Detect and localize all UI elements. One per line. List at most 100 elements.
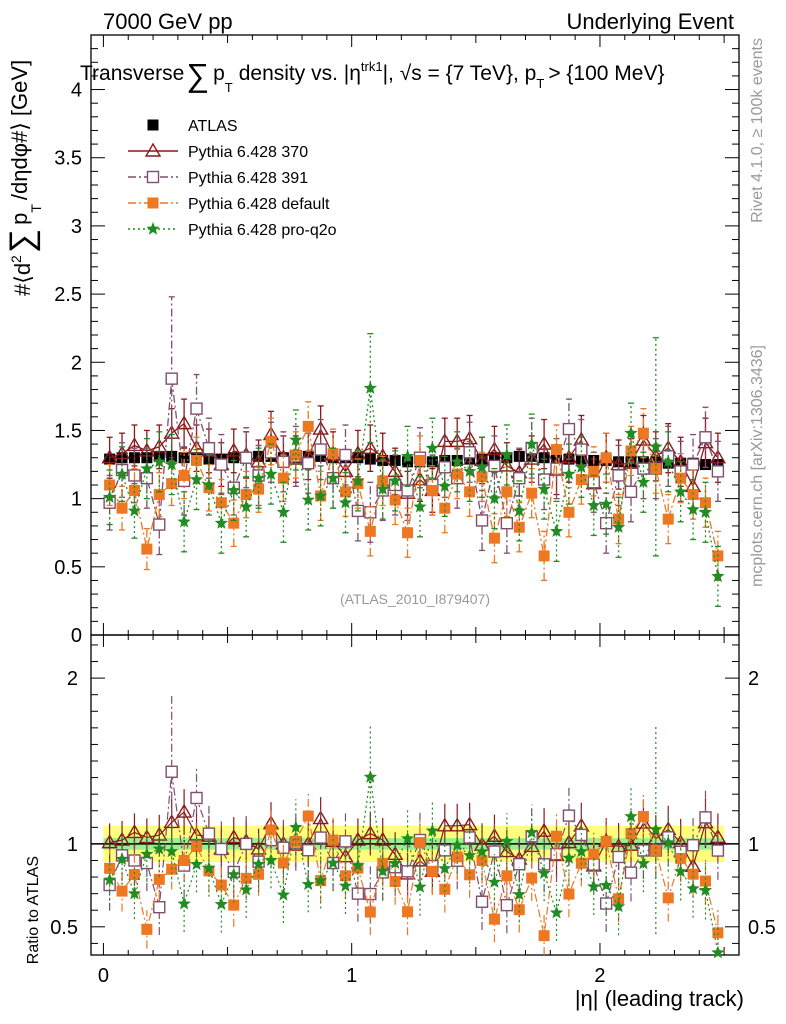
header-left: 7000 GeV pp (103, 9, 233, 34)
data-point (513, 471, 526, 485)
ratio-point (500, 834, 514, 847)
data-point (588, 465, 600, 477)
data-point (377, 475, 389, 487)
data-point (376, 482, 390, 495)
header-right: Underlying Event (566, 9, 734, 34)
ratio-point (227, 867, 241, 881)
data-point (711, 465, 725, 478)
data-point (526, 487, 538, 499)
ratio-point (526, 872, 538, 884)
ratio-point (301, 877, 315, 891)
ratio-point (624, 866, 638, 879)
data-point (513, 521, 525, 533)
ratio-point (153, 900, 166, 914)
data-point (362, 439, 379, 454)
series-pythia-6-428-pro-q2o (103, 332, 725, 608)
data-point (498, 457, 516, 472)
data-point (438, 479, 452, 492)
ratio-point (587, 879, 601, 893)
ratio-point (128, 869, 140, 881)
data-point (239, 451, 253, 464)
data-point (662, 513, 674, 525)
ratio-point (426, 865, 438, 877)
ratio-point (165, 765, 178, 778)
x-tick-label: 0 (98, 965, 109, 987)
ratio-point (662, 892, 674, 904)
data-point (562, 467, 576, 480)
ratio-point (699, 875, 711, 887)
ratio-point (525, 825, 539, 839)
data-point (625, 445, 637, 457)
ratio-point (650, 844, 662, 856)
data-point (637, 462, 650, 475)
ratio-point (476, 855, 488, 867)
ylabel-sum: ∑ (3, 229, 41, 253)
data-point (699, 431, 712, 444)
ratio-point (215, 842, 228, 856)
data-point (512, 503, 526, 517)
ratio-point (153, 873, 165, 885)
ratio-point (276, 887, 291, 901)
data-point (327, 448, 339, 460)
ratio-point (290, 835, 302, 847)
ratio-point (674, 864, 688, 878)
ratio-point (351, 858, 365, 872)
ratio-point (339, 835, 352, 848)
ratio-point (562, 809, 576, 822)
data-point (302, 420, 314, 432)
data-point (674, 484, 688, 498)
data-point (612, 469, 625, 482)
ratio-point (302, 810, 314, 822)
ratio-point (563, 888, 575, 900)
side-label-rivet: Rivet 4.1.0, ≥ 100k events (749, 38, 766, 223)
ratio-point (253, 868, 265, 880)
ratio-point (338, 879, 353, 892)
ratio-point (698, 883, 713, 896)
data-point (388, 473, 402, 487)
y-tick-label: 0.5 (54, 557, 82, 579)
legend-label: Pythia 6.428 370 (188, 144, 308, 161)
data-point (225, 442, 242, 457)
data-point (699, 497, 711, 509)
ratio-point (588, 848, 600, 860)
ratio-point (127, 886, 142, 900)
series-pythia-6-428-pro-q2o-ratio (103, 725, 725, 959)
ratio-point (202, 827, 216, 840)
ratio-point (450, 838, 464, 851)
ratio-point (302, 844, 315, 857)
data-point (289, 433, 303, 446)
data-point (486, 441, 503, 456)
data-point (402, 456, 414, 468)
legend-marker (144, 142, 162, 157)
ratio-point (152, 842, 166, 855)
y-axis-label: #⟨d2 ∑ pT/dηdφ#⟩ [GeV] (3, 60, 44, 296)
axis-ticks: 0 1 2 0 0.5 1 1.5 2 2.5 3 3.5 4 0.5 0.5 1 1 2 2 (50, 35, 776, 987)
legend-marker (147, 197, 159, 209)
data-point (227, 483, 241, 497)
ratio-point (562, 851, 576, 864)
legend-label: Pythia 6.428 pro-q2o (188, 222, 337, 239)
data-point (500, 448, 514, 461)
data-point (426, 484, 438, 496)
data-point (363, 381, 377, 394)
ratio-point (501, 870, 513, 882)
data-point (475, 460, 489, 473)
data-point (487, 491, 502, 505)
data-point (312, 420, 329, 435)
data-point (661, 454, 675, 468)
ratio-point (104, 862, 116, 874)
legend-marker (146, 170, 160, 184)
legend-label: Pythia 6.428 391 (188, 170, 308, 187)
data-point (464, 486, 476, 498)
ratio-point (448, 817, 466, 832)
title-part-4: > {100 MeV} (548, 62, 664, 85)
data-point (239, 499, 253, 513)
ratio-point (175, 803, 193, 818)
data-point (413, 499, 427, 513)
ratio-point (675, 852, 687, 864)
data-point (153, 518, 166, 531)
data-point (326, 471, 340, 484)
data-point (624, 426, 638, 439)
x-axis-label: |η| (leading track) (575, 986, 744, 1011)
ratio-point (500, 898, 514, 912)
